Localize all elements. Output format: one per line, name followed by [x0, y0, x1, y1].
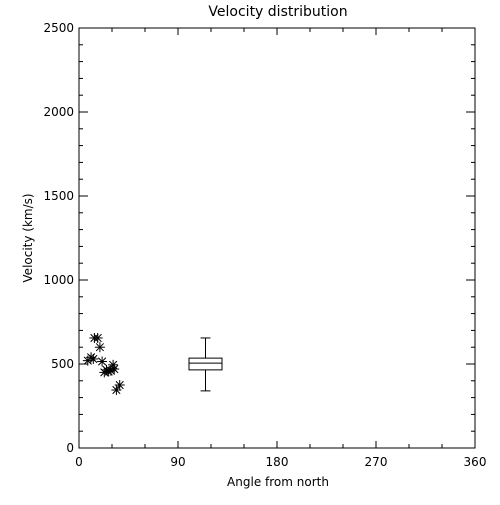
x-axis-label: Angle from north [227, 475, 329, 489]
y-tick-label: 2000 [43, 105, 74, 119]
y-tick-label: 2500 [43, 21, 74, 35]
boxplot [188, 337, 223, 392]
x-tick-label: 0 [75, 455, 83, 469]
y-axis-label: Velocity (km/s) [21, 193, 35, 282]
x-tick-label: 180 [266, 455, 289, 469]
data-point-asterisk [88, 353, 99, 364]
y-tick-label: 1500 [43, 189, 74, 203]
x-tick-label: 270 [365, 455, 388, 469]
data-point-asterisk [109, 364, 120, 375]
data-point-asterisk [92, 332, 103, 343]
y-tick-label: 500 [51, 357, 74, 371]
data-point-asterisk [111, 385, 122, 396]
x-tick-label: 90 [170, 455, 185, 469]
x-axis: 0 90 180 270 360 [75, 28, 486, 469]
y-axis: 0 500 1000 1500 2000 2500 [43, 21, 475, 455]
y-tick-label: 0 [66, 441, 74, 455]
box-iqr [188, 357, 223, 371]
x-tick-label: 360 [464, 455, 487, 469]
data-point-asterisk [114, 380, 125, 390]
data-point-asterisk [97, 356, 108, 367]
scatter-points [82, 332, 125, 396]
chart-title: Velocity distribution [208, 4, 347, 20]
y-tick-label: 1000 [43, 273, 74, 287]
plot-frame [78, 27, 476, 449]
data-point-asterisk [94, 342, 105, 353]
